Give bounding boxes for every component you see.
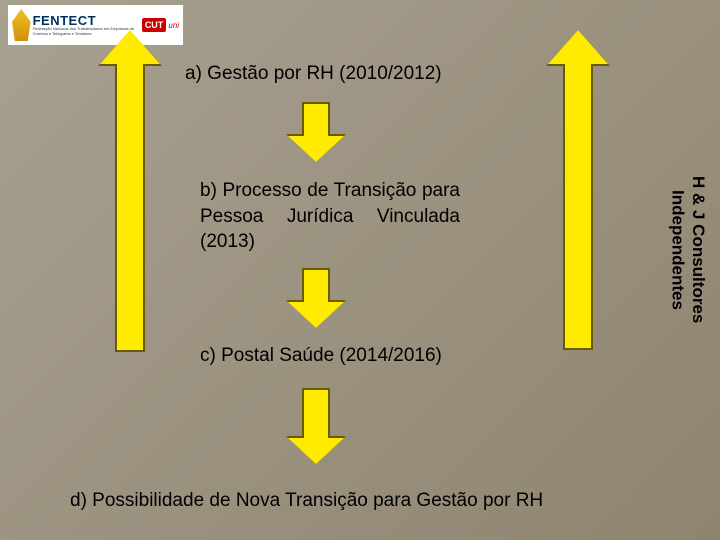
up-arrow-left — [100, 30, 160, 352]
worker-icon — [12, 9, 31, 41]
down-arrow-3 — [288, 388, 344, 464]
consultants-line2: Independentes — [669, 190, 688, 310]
uni-badge: uni — [168, 21, 179, 30]
down-arrow-2 — [288, 268, 344, 328]
consultants-line1: H & J Consultores — [689, 176, 708, 323]
step-a: a) Gestão por RH (2010/2012) — [185, 63, 442, 85]
step-d: d) Possibilidade de Nova Transição para … — [70, 490, 543, 512]
step-b: b) Processo de Transição para Pessoa Jur… — [200, 178, 460, 255]
down-arrow-1 — [288, 102, 344, 162]
up-arrow-right — [548, 30, 608, 350]
step-c: c) Postal Saúde (2014/2016) — [200, 345, 442, 367]
consultants-label: H & J Consultores Independentes — [667, 150, 708, 350]
